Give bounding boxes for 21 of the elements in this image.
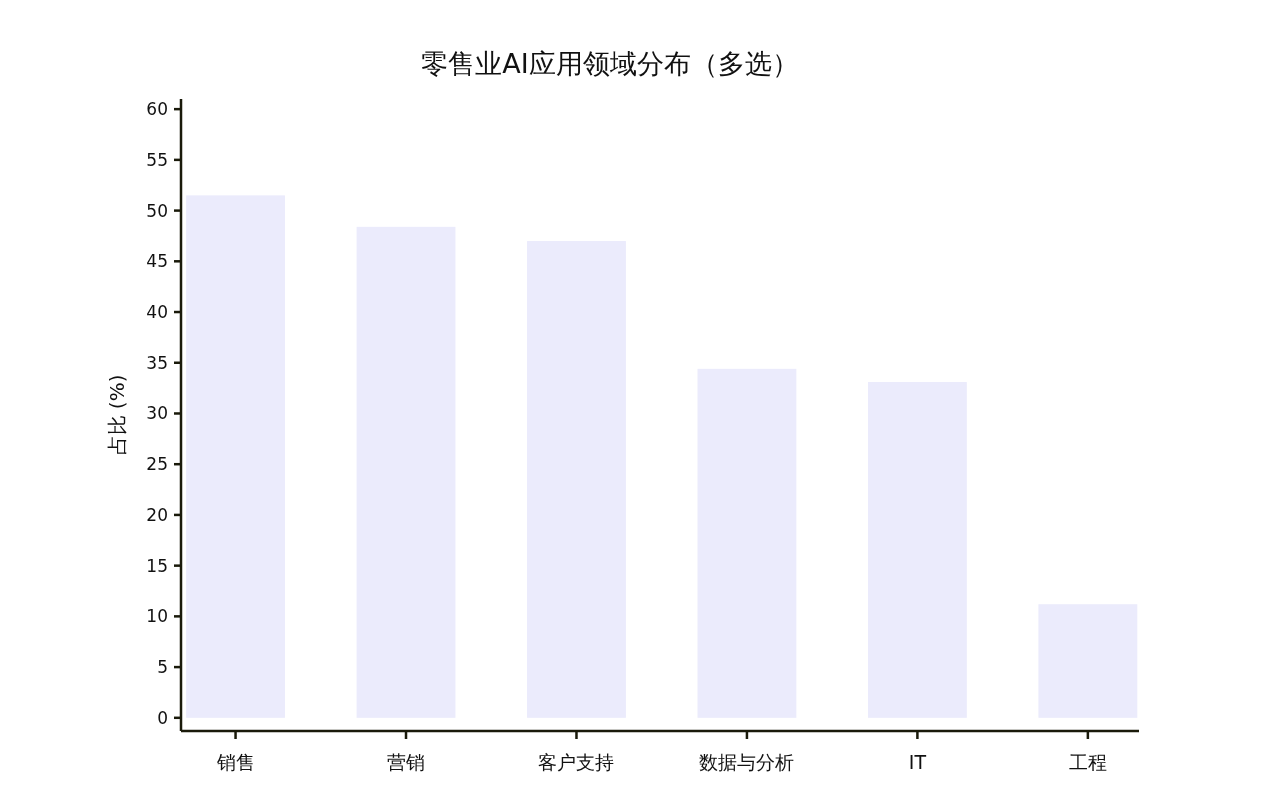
x-tick-label: 销售 (215, 751, 255, 773)
x-tick-label: 数据与分析 (699, 751, 795, 773)
y-tick-label: 50 (146, 200, 168, 221)
y-tick-label: 40 (146, 302, 168, 323)
y-tick-label: 35 (146, 352, 168, 373)
y-tick-label: 45 (146, 251, 168, 272)
y-tick-label: 25 (146, 454, 168, 475)
x-tick-label: 客户支持 (538, 751, 615, 773)
y-tick-label: 20 (146, 504, 168, 525)
y-tick-label: 0 (157, 707, 168, 728)
x-tick-label: 工程 (1068, 751, 1107, 773)
y-tick-label: 30 (146, 403, 168, 424)
x-tick-label: IT (908, 751, 927, 773)
x-tick-label: 营销 (387, 751, 426, 773)
y-tick-label: 15 (146, 555, 168, 576)
y-tick-label: 55 (146, 149, 168, 170)
y-tick-label: 60 (146, 99, 168, 120)
chart-title: 零售业AI应用领域分布（多选） (421, 48, 799, 79)
y-axis-title: 占比 (%) (105, 374, 129, 456)
y-tick-label: 10 (146, 606, 168, 627)
y-tick-label: 5 (157, 657, 168, 678)
